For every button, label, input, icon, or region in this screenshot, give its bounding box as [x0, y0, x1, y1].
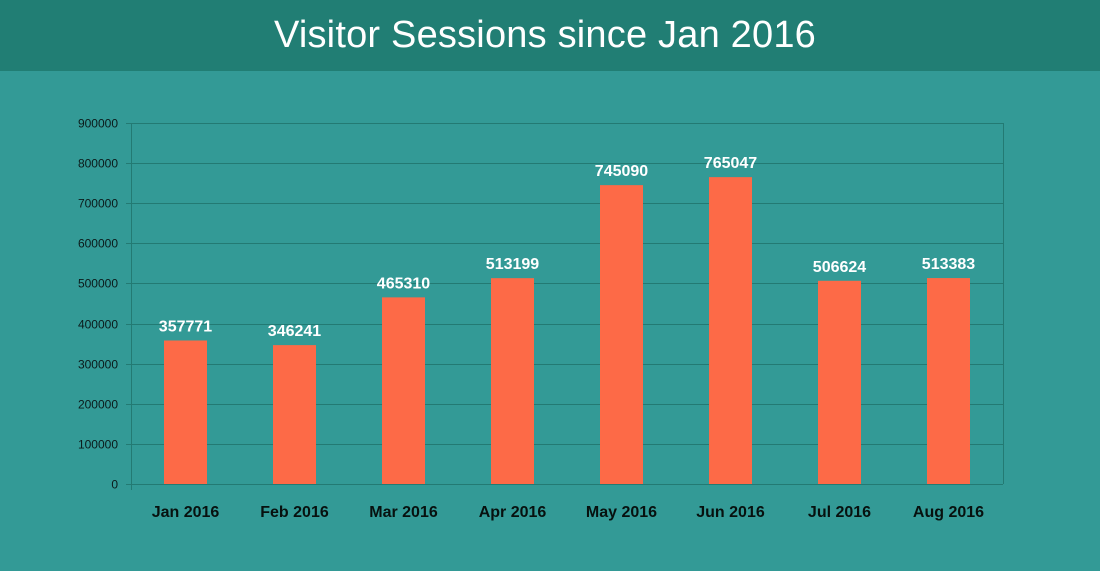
data-label: 465310: [377, 275, 430, 292]
data-label: 357771: [159, 318, 212, 335]
y-tick-label: 200000: [78, 398, 118, 412]
data-label: 506624: [813, 259, 866, 276]
y-tick-label: 300000: [78, 358, 118, 372]
y-tick-label: 0: [111, 478, 118, 492]
data-label: 346241: [268, 323, 321, 340]
x-tick-label: Jun 2016: [696, 504, 765, 521]
data-label: 513199: [486, 256, 539, 273]
y-tick-label: 900000: [78, 117, 118, 131]
bar-jan-2016: [164, 340, 207, 484]
title-banner: Visitor Sessions since Jan 2016: [0, 0, 1100, 71]
y-tick-label: 100000: [78, 438, 118, 452]
data-label: 745090: [595, 163, 648, 180]
y-tick-label: 500000: [78, 277, 118, 291]
bar-aug-2016: [927, 278, 970, 484]
x-tick-label: Mar 2016: [369, 504, 438, 521]
x-tick-label: Jan 2016: [152, 504, 220, 521]
x-tick-label: Feb 2016: [260, 504, 329, 521]
x-tick-label: Jul 2016: [808, 504, 871, 521]
bar-jul-2016: [818, 280, 861, 484]
y-tick-label: 400000: [78, 318, 118, 332]
bar-jun-2016: [709, 177, 752, 484]
bar-apr-2016: [491, 278, 534, 484]
x-tick-label: Apr 2016: [479, 504, 547, 521]
y-tick-label: 600000: [78, 237, 118, 251]
chart-title: Visitor Sessions since Jan 2016: [273, 14, 817, 56]
data-label: 765047: [704, 155, 757, 172]
y-tick-label: 700000: [78, 197, 118, 211]
y-tick-label: 800000: [78, 157, 118, 171]
data-label: 513383: [922, 256, 975, 273]
x-tick-label: Aug 2016: [913, 504, 984, 521]
bar-mar-2016: [382, 297, 425, 484]
bar-feb-2016: [273, 345, 316, 484]
bar-may-2016: [600, 185, 643, 485]
x-tick-label: May 2016: [586, 504, 657, 521]
